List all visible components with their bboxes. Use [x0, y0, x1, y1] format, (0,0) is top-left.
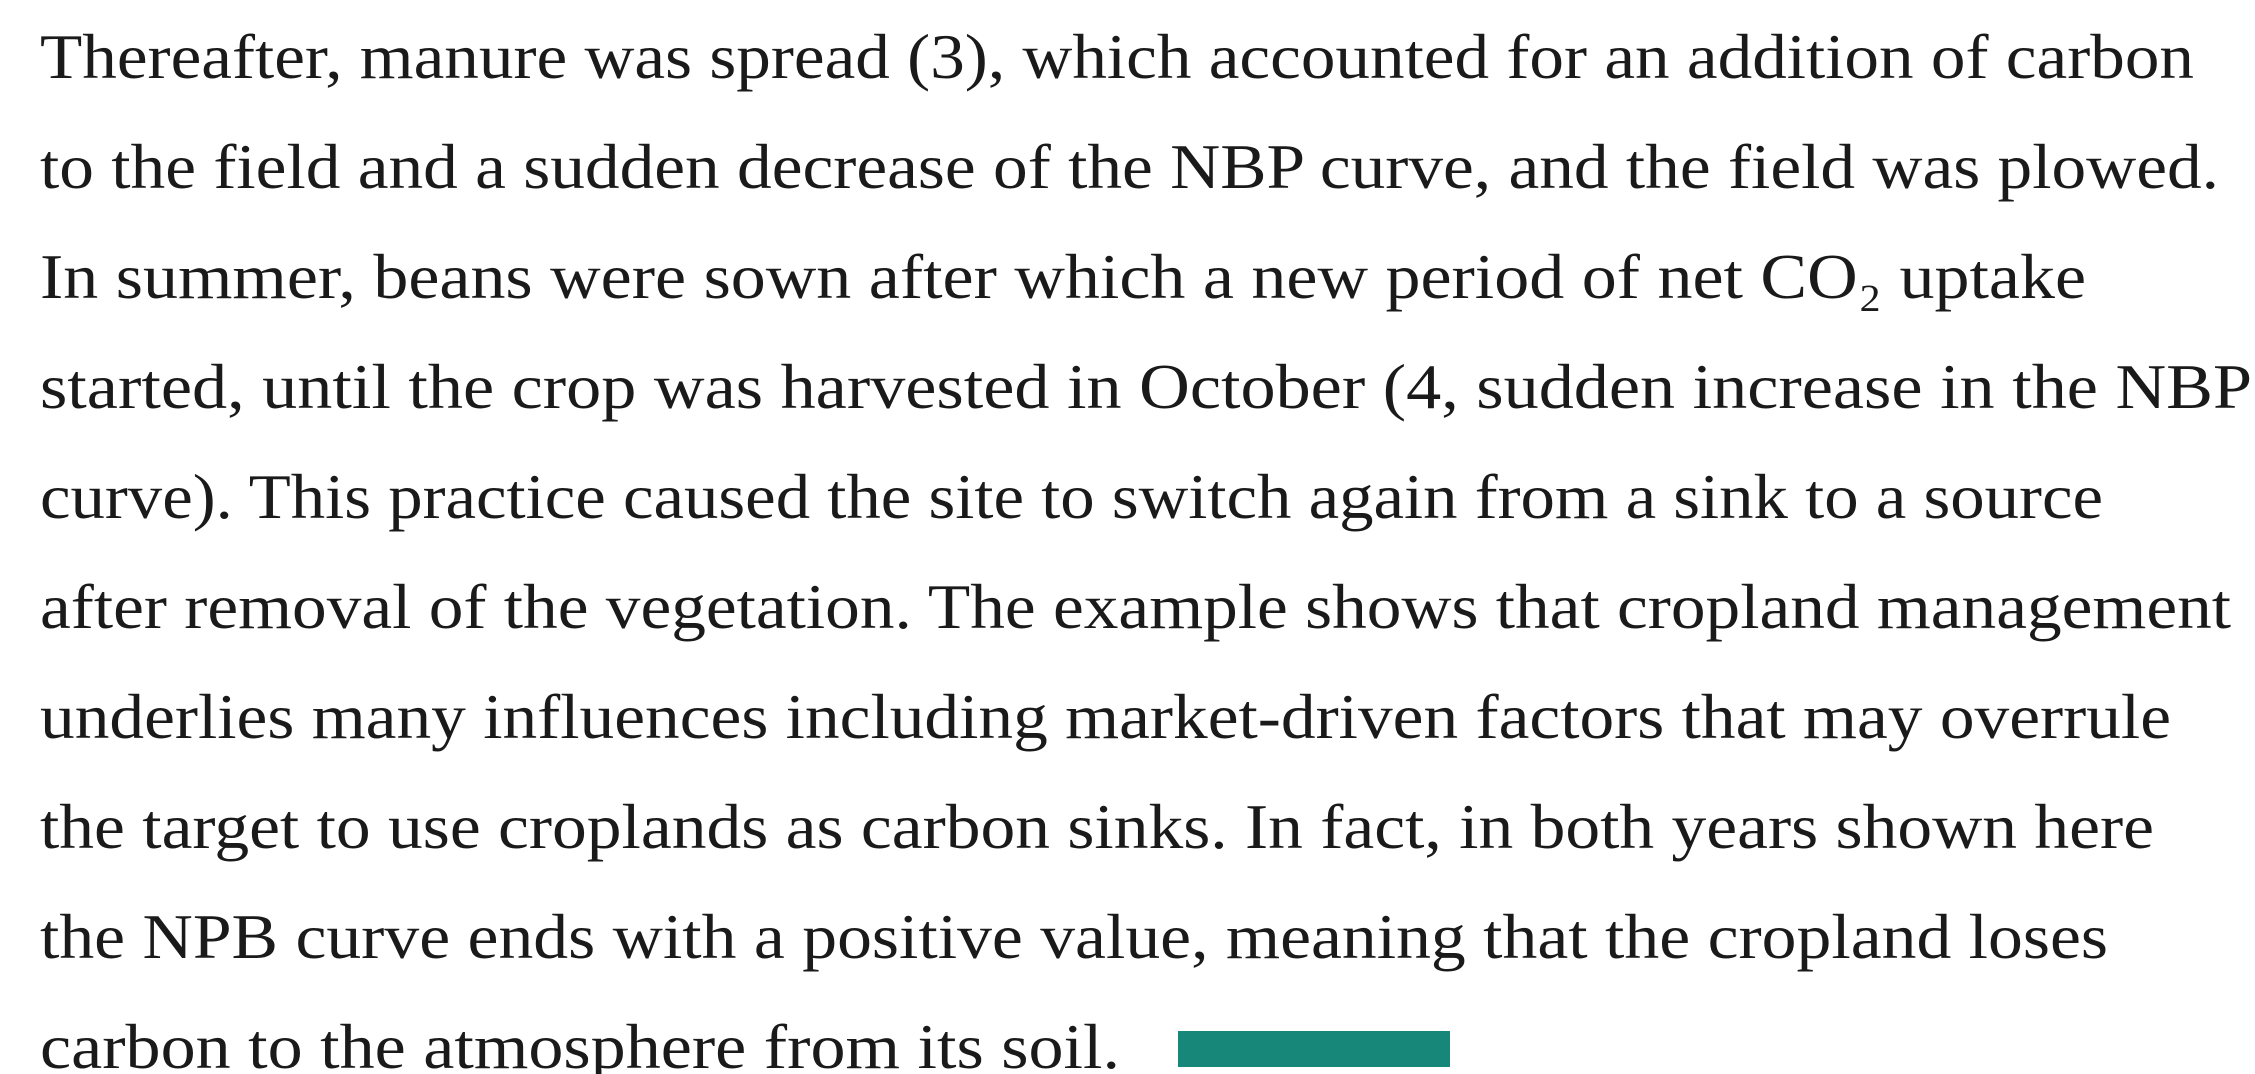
- text-line: to the field and a sudden decrease of th…: [40, 131, 2219, 202]
- text-line: the target to use croplands as carbon si…: [40, 791, 2154, 862]
- text-line: underlies many influences including mark…: [40, 681, 2171, 752]
- text-line: Thereafter, manure was spread (3), which…: [40, 21, 2194, 92]
- text-line: In summer, beans were sown after which a…: [40, 241, 2086, 312]
- text-line: the NPB curve ends with a positive value…: [40, 901, 2108, 972]
- text-line: started, until the crop was harvested in…: [40, 351, 2252, 422]
- text-line: after removal of the vegetation. The exa…: [40, 571, 2231, 642]
- text-line: curve). This practice caused the site to…: [40, 461, 2103, 532]
- end-mark: [1178, 1031, 1450, 1067]
- text-line: carbon to the atmosphere from its soil.: [40, 1011, 1120, 1074]
